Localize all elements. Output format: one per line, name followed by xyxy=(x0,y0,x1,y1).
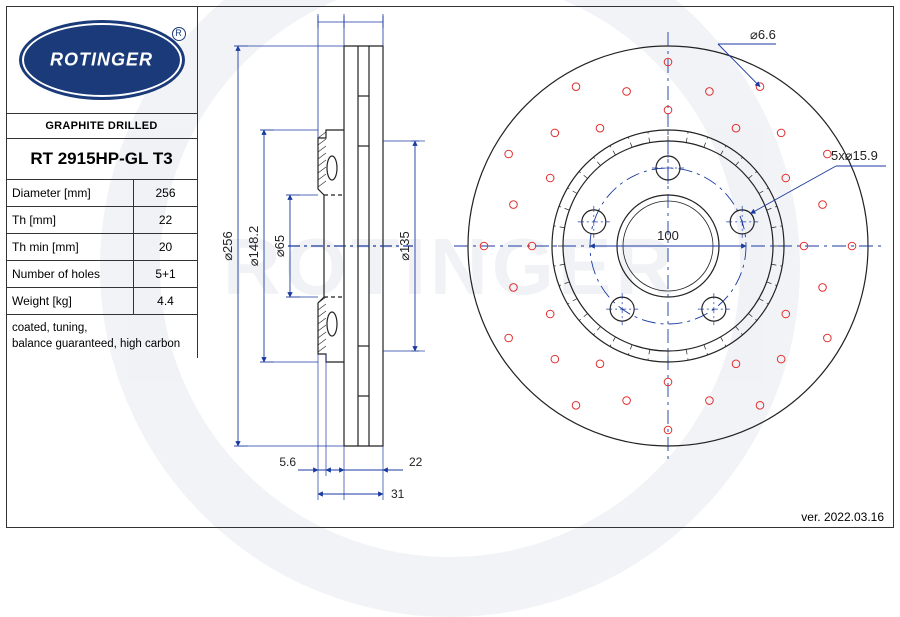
spec-label: Th min [mm] xyxy=(6,234,134,260)
svg-text:31: 31 xyxy=(391,487,405,501)
info-panel: ROTINGER R GRAPHITE DRILLED RT 2915HP-GL… xyxy=(6,6,198,358)
svg-text:22: 22 xyxy=(409,455,423,469)
svg-text:100: 100 xyxy=(657,228,679,243)
svg-text:⌀65: ⌀65 xyxy=(272,235,287,257)
spec-value: 256 xyxy=(134,180,197,206)
spec-value: 22 xyxy=(134,207,197,233)
svg-text:⌀135: ⌀135 xyxy=(397,231,412,261)
brand-name: ROTINGER xyxy=(50,49,153,70)
svg-text:⌀256: ⌀256 xyxy=(220,231,235,261)
part-number: RT 2915HP-GL T3 xyxy=(6,139,197,180)
spec-value: 4.4 xyxy=(134,288,197,314)
logo-cell: ROTINGER R xyxy=(6,6,197,114)
side-view xyxy=(288,46,413,446)
technical-drawing: ⌀256 ⌀148.2 ⌀65 ⌀135 5.6 22 31 100 5x⌀15.9 ⌀6.6 xyxy=(198,6,894,528)
spec-label: Weight [kg] xyxy=(6,288,134,314)
svg-text:⌀6.6: ⌀6.6 xyxy=(750,27,776,42)
svg-text:⌀148.2: ⌀148.2 xyxy=(246,226,261,266)
spec-row: Th min [mm]20 xyxy=(6,234,197,261)
spec-value: 5+1 xyxy=(134,261,197,287)
spec-row: Th [mm]22 xyxy=(6,207,197,234)
brand-logo: ROTINGER R xyxy=(22,23,182,97)
spec-row: Number of holes5+1 xyxy=(6,261,197,288)
spec-row: Diameter [mm]256 xyxy=(6,180,197,207)
spec-label: Th [mm] xyxy=(6,207,134,233)
spec-label: Diameter [mm] xyxy=(6,180,134,206)
svg-text:5x⌀15.9: 5x⌀15.9 xyxy=(831,148,878,163)
spec-value: 20 xyxy=(134,234,197,260)
spec-row: Weight [kg]4.4 xyxy=(6,288,197,315)
version-label: ver. 2022.03.16 xyxy=(801,510,884,524)
registered-mark: R xyxy=(172,27,186,41)
product-category: GRAPHITE DRILLED xyxy=(6,114,197,139)
product-notes: coated, tuning,balance guaranteed, high … xyxy=(6,315,197,358)
svg-text:5.6: 5.6 xyxy=(279,455,296,469)
spec-label: Number of holes xyxy=(6,261,134,287)
